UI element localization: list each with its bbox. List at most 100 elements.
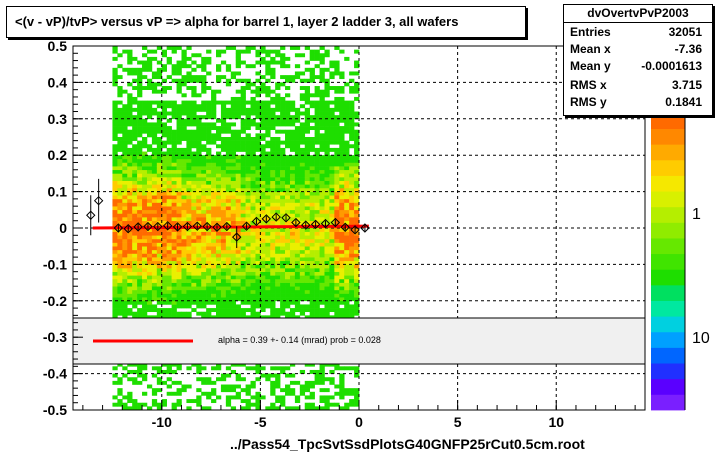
heatmap-cell [294,209,301,214]
heatmap-cell [112,75,118,80]
heatmap-cell [324,162,330,167]
heatmap-cell [201,228,207,232]
heatmap-cell [146,180,153,185]
heatmap-cell [319,75,325,80]
heatmap-cell [156,246,163,251]
heatmap-cell [255,53,261,58]
heatmap-cell [245,184,251,189]
heatmap-cell [240,260,246,265]
heatmap-cell [275,315,281,320]
heatmap-cell [324,220,330,225]
heatmap-cell [142,53,148,58]
heatmap-cell [280,293,286,298]
heatmap-cell [225,257,232,262]
heatmap-cell [319,89,325,94]
heatmap-cell [285,366,291,371]
heatmap-cell [240,184,246,189]
heatmap-cell [146,129,153,134]
heatmap-cell [339,162,345,167]
heatmap-cell [260,249,266,254]
heatmap-cell [294,242,301,247]
heatmap-cell [220,315,227,320]
heatmap-cell [349,180,355,185]
heatmap-cell [260,180,266,185]
heatmap-cell [309,118,315,123]
heatmap-cell [294,111,301,116]
heatmap-cell [349,191,355,196]
heatmap-cell [314,140,320,145]
heatmap-cell [324,107,330,112]
heatmap-cell [211,391,217,396]
heatmap-cell [142,282,148,287]
heatmap-cell [285,137,291,141]
heatmap-cell [137,278,143,283]
heatmap-cell [122,151,128,156]
heatmap-cell [304,86,310,90]
heatmap-cell [309,282,315,287]
heatmap-cell [299,187,306,192]
heatmap-cell [191,162,197,167]
heatmap-cell [299,264,306,269]
heatmap-cell [329,249,335,254]
heatmap-cell [265,100,271,105]
heatmap-cell [132,206,138,211]
heatmap-cell [166,133,172,138]
heatmap-cell [265,209,271,214]
heatmap-cell [294,235,301,240]
heatmap-cell [166,264,172,269]
heatmap-cell [146,158,153,163]
heatmap-cell [230,147,237,152]
heatmap-cell [275,195,281,200]
heatmap-cell [206,213,212,218]
heatmap-cell [122,162,128,167]
heatmap-cell [349,187,355,192]
heatmap-cell [122,206,128,211]
heatmap-cell [122,184,128,189]
heatmap-cell [206,129,212,134]
heatmap-cell [245,49,251,54]
heatmap-cell [191,282,197,287]
heatmap-cell [349,402,355,407]
heatmap-cell [196,184,202,189]
heatmap-cell [201,129,207,134]
heatmap-cell [240,89,246,94]
heatmap-cell [294,115,301,120]
heatmap-cell [339,195,345,200]
heatmap-cell [329,71,335,76]
heatmap-cell [142,246,148,251]
heatmap-cell [156,213,163,218]
palette-cell [651,128,685,145]
heatmap-cell [339,311,345,316]
heatmap-cell [127,155,133,160]
heatmap-cell [319,187,325,192]
heatmap-cell [240,198,246,203]
heatmap-cell [211,257,217,262]
heatmap-cell [151,366,158,371]
heatmap-cell [260,195,266,200]
heatmap-cell [112,133,118,138]
axes: -0.5-0.4-0.3-0.2-0.100.10.20.30.40.5-10-… [43,38,646,430]
heatmap-cell [329,278,335,283]
heatmap-cell [206,289,212,294]
heatmap-cell [354,71,360,76]
heatmap-cell [275,271,281,276]
heatmap-cell [191,198,197,203]
heatmap-cell [255,133,261,138]
heatmap-cell [270,158,276,163]
heatmap-cell [132,191,138,196]
heatmap-cell [191,231,197,236]
heatmap-cell [270,151,276,156]
heatmap-cell [117,399,123,404]
stats-name: dvOvertvPvP2003 [564,5,712,23]
heatmap-cell [280,206,286,211]
heatmap-cell [294,264,301,269]
heatmap-cell [171,180,177,185]
heatmap-cell [285,260,291,265]
heatmap-cell [161,282,167,287]
heatmap-cell [220,118,227,123]
heatmap-cell [132,402,138,407]
heatmap-cell [142,140,148,145]
heatmap-cell [235,286,241,291]
heatmap-cell [270,297,276,302]
heatmap-cell [349,177,355,181]
